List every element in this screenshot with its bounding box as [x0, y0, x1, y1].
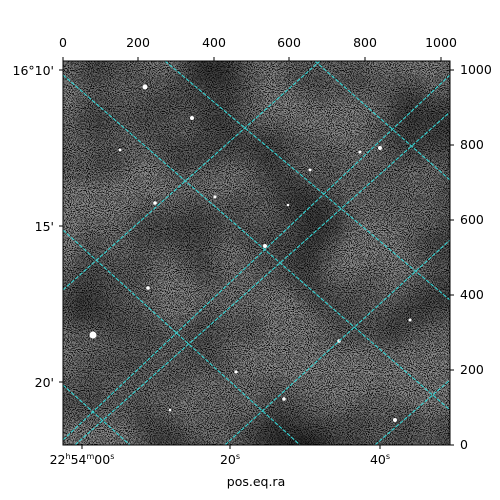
left-axis: 16°10' 15' 20': [13, 63, 55, 390]
bottom-tick-label: 40s: [370, 452, 390, 467]
top-axis: 0 200 400 600 800 1000: [59, 35, 457, 50]
star: [168, 408, 172, 412]
bottom-tick-label: 22h54m00s: [50, 452, 115, 467]
right-axis: 0 200 400 600 800 1000: [460, 62, 492, 452]
grid-line: [314, 61, 450, 181]
right-tick-label: 200: [460, 362, 484, 377]
star: [263, 244, 267, 248]
right-tick-label: 0: [460, 437, 468, 452]
top-tick-label: 600: [277, 35, 301, 50]
grid-line: [63, 61, 321, 291]
grid-line: [63, 229, 301, 445]
right-tick-label: 400: [460, 287, 484, 302]
sky-image: [63, 61, 450, 445]
top-tick-label: 1000: [425, 35, 457, 50]
plot-frame: [62, 60, 451, 446]
top-tick-label: 0: [59, 35, 67, 50]
star: [118, 148, 122, 152]
grid-line: [224, 239, 450, 445]
bottom-tick-label: 20s: [220, 452, 240, 467]
star: [378, 146, 382, 150]
top-tick-label: 200: [126, 35, 150, 50]
grid-line: [63, 384, 131, 445]
star: [393, 418, 397, 422]
star: [308, 168, 312, 172]
coordinate-grid: [63, 61, 450, 445]
right-tick-label: 800: [460, 137, 484, 152]
left-tick-label: 20': [35, 375, 54, 390]
star: [153, 201, 157, 205]
grid-line: [164, 61, 450, 301]
star: [89, 331, 97, 339]
star: [358, 150, 362, 154]
grid-line: [374, 379, 450, 445]
star: [286, 203, 290, 207]
grid-line: [74, 111, 450, 445]
x-axis-label: pos.eq.ra: [227, 474, 285, 489]
left-tick-label: 16°10': [13, 63, 55, 78]
star: [146, 286, 150, 290]
grid-line: [63, 74, 450, 411]
star: [190, 116, 194, 120]
star: [213, 195, 217, 199]
bottom-axis: 22h54m00s 20s 40s pos.eq.ra: [50, 452, 390, 489]
star: [282, 397, 286, 401]
left-tick-label: 15': [35, 219, 54, 234]
grid-line: [63, 74, 450, 441]
star: [408, 318, 412, 322]
top-tick-label: 800: [353, 35, 377, 50]
axis-ticks: [59, 57, 454, 449]
top-tick-label: 400: [202, 35, 226, 50]
right-tick-label: 1000: [460, 62, 492, 77]
star: [142, 84, 148, 90]
right-tick-label: 600: [460, 212, 484, 227]
star: [234, 370, 238, 374]
